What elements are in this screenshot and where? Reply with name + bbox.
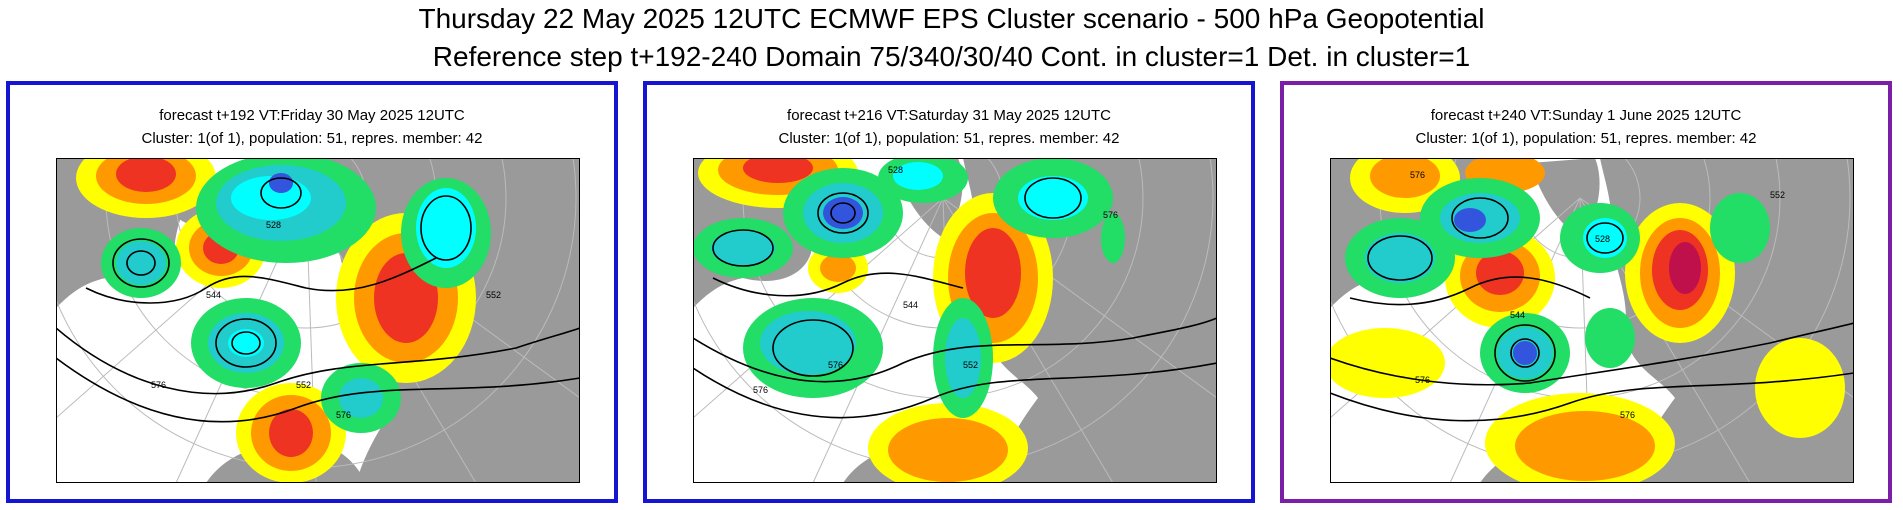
contour-label: 528 <box>888 165 903 175</box>
contour-label: 576 <box>753 385 768 395</box>
negative-anomalies <box>1345 178 1770 393</box>
chart-title-line-1: Thursday 22 May 2025 12UTC ECMWF EPS Clu… <box>418 3 1485 34</box>
panel-header: forecast t+192 VT:Friday 30 May 2025 12U… <box>159 107 465 124</box>
geopotential-map: 528 576 576 552 544 576 <box>693 158 1217 483</box>
contour-label: 552 <box>296 380 311 390</box>
map-frame <box>1330 158 1854 483</box>
forecast-panel-t192: forecast t+192 VT:Friday 30 May 2025 12U… <box>6 81 618 503</box>
contour-label: 576 <box>828 360 843 370</box>
map-frame <box>56 158 580 483</box>
panel-cluster-info: Cluster: 1(of 1), population: 51, repres… <box>778 130 1120 147</box>
contour-label: 552 <box>963 360 978 370</box>
contour-label: 552 <box>486 290 501 300</box>
contour-label: 544 <box>903 300 918 310</box>
geopotential-map: 544 552 576 576 528 552 <box>56 158 580 483</box>
contour-label: 544 <box>206 290 221 300</box>
geopotential-contours <box>1330 197 1854 422</box>
forecast-panel-t216: forecast t+216 VT:Saturday 31 May 2025 1… <box>643 81 1255 503</box>
positive-anomalies <box>76 158 476 483</box>
geopotential-contours <box>693 177 1217 419</box>
contour-label: 528 <box>1595 234 1610 244</box>
contour-label: 576 <box>1415 375 1430 385</box>
contour-label: 576 <box>151 380 166 390</box>
contour-label: 576 <box>1103 210 1118 220</box>
geopotential-map: 576 528 544 576 576 552 <box>1330 158 1854 483</box>
geopotential-contours <box>56 177 580 423</box>
contour-label: 544 <box>1510 310 1525 320</box>
map-frame <box>693 158 1217 483</box>
forecast-panel-t240: forecast t+240 VT:Sunday 1 June 2025 12U… <box>1280 81 1892 503</box>
panel-header: forecast t+240 VT:Sunday 1 June 2025 12U… <box>1430 107 1742 124</box>
contour-label: 576 <box>1620 410 1635 420</box>
panel-header: forecast t+216 VT:Saturday 31 May 2025 1… <box>787 107 1111 124</box>
contour-label: 552 <box>1770 190 1785 200</box>
contour-label: 576 <box>336 410 351 420</box>
contour-label: 576 <box>1410 170 1425 180</box>
contour-label: 528 <box>266 220 281 230</box>
negative-anomalies <box>101 158 491 433</box>
negative-anomalies <box>693 158 1125 418</box>
chart-title-line-2: Reference step t+192-240 Domain 75/340/3… <box>432 41 1471 72</box>
panel-cluster-info: Cluster: 1(of 1), population: 51, repres… <box>141 130 483 147</box>
panel-cluster-info: Cluster: 1(of 1), population: 51, repres… <box>1415 130 1757 147</box>
